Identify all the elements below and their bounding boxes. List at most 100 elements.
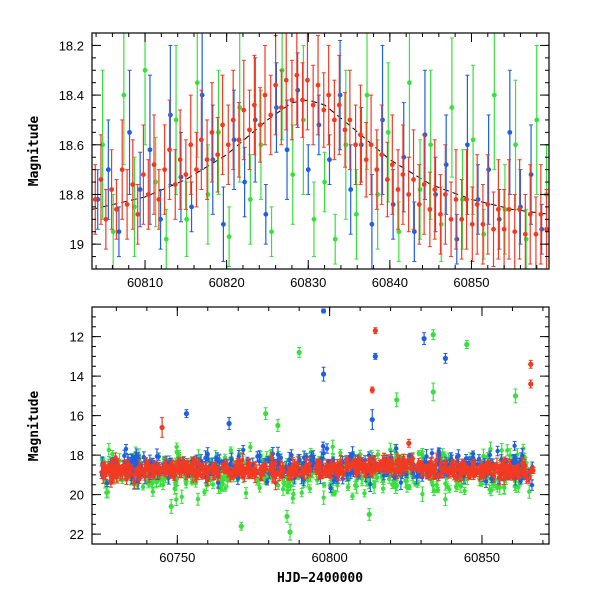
green-point <box>375 139 381 250</box>
blue-point <box>301 450 307 465</box>
red-point <box>258 465 264 481</box>
zoomed-light-curve-panel: 60810 60820 60830 60840 60850 18.2 18.4 18.6 18.… <box>27 32 550 290</box>
green-point <box>285 480 291 491</box>
red-point <box>215 116 221 193</box>
red-point <box>109 463 114 475</box>
y-tick-label: 18.4 <box>59 88 84 103</box>
green-outlier-point <box>430 382 436 402</box>
blue-point <box>316 94 322 156</box>
red-point <box>216 472 221 479</box>
zoomed-plot-frame <box>91 32 550 270</box>
red-point <box>230 472 235 481</box>
red-point <box>247 89 252 171</box>
red-point <box>347 69 353 171</box>
red-point <box>263 463 268 470</box>
blue-point <box>390 169 396 240</box>
blue-point <box>518 169 523 245</box>
blue-point <box>328 483 333 493</box>
red-point <box>268 74 274 156</box>
green-point <box>226 206 232 268</box>
red-point <box>287 466 293 473</box>
red-point <box>544 189 549 269</box>
red-point <box>190 456 195 471</box>
red-point <box>295 456 300 472</box>
green-point <box>396 201 402 263</box>
red-point <box>397 462 403 477</box>
green-point <box>354 169 359 260</box>
green-point <box>444 483 450 490</box>
y-tick-label: 18.6 <box>59 138 84 153</box>
blue-point <box>220 186 226 263</box>
green-point <box>299 488 304 498</box>
red-point <box>451 461 456 477</box>
red-point <box>220 462 225 473</box>
red-point <box>443 459 448 466</box>
red-point <box>135 184 141 245</box>
green-point <box>150 487 156 497</box>
red-point <box>132 476 137 490</box>
red-point <box>336 468 342 482</box>
blue-point <box>156 452 161 461</box>
red-point <box>269 452 274 464</box>
blue-point <box>210 104 216 215</box>
red-point <box>363 463 368 479</box>
red-point <box>289 59 295 141</box>
red-point <box>205 474 210 486</box>
red-point <box>379 104 385 205</box>
red-point <box>167 99 172 200</box>
red-point <box>527 472 532 484</box>
blue-outlier-point <box>372 352 378 360</box>
red-point <box>158 467 163 477</box>
red-point <box>342 92 348 168</box>
red-point <box>294 33 300 126</box>
red-point <box>533 196 539 269</box>
red-point <box>262 44 268 146</box>
red-point <box>197 461 202 473</box>
blue-point <box>429 448 435 458</box>
red-point <box>368 94 374 195</box>
red-point <box>366 457 371 474</box>
red-point <box>188 94 194 195</box>
green-point <box>140 483 146 491</box>
red-point <box>410 457 416 470</box>
red-point <box>192 464 198 478</box>
green-point <box>184 181 190 258</box>
red-point <box>485 461 490 476</box>
blue-point <box>137 151 143 228</box>
y-tick-label: 18 <box>70 448 84 463</box>
red-point <box>172 470 177 481</box>
red-point <box>538 164 544 265</box>
green-point <box>389 479 395 489</box>
green-point <box>163 208 169 269</box>
green-point <box>404 481 410 493</box>
zoomed-axis-ticks: 60810 60820 60830 60840 60850 18.2 18.4 18.6 18.… <box>59 32 549 290</box>
red-point <box>501 189 507 269</box>
blue-outlier-point <box>320 366 327 382</box>
red-point <box>310 64 316 146</box>
x-tick-label: 60820 <box>209 275 245 290</box>
blue-point <box>495 445 500 457</box>
green-point <box>470 64 476 215</box>
red-point <box>152 460 158 474</box>
blue-point <box>486 114 492 225</box>
red-series <box>92 33 549 269</box>
red-point <box>432 473 437 481</box>
blue-point <box>255 451 260 462</box>
blue-point <box>539 203 545 255</box>
green-point <box>371 479 377 494</box>
green-point <box>435 486 441 494</box>
red-point <box>300 62 305 138</box>
green-point <box>443 492 448 507</box>
red-point <box>245 465 251 476</box>
x-tick-label: 60750 <box>159 550 195 565</box>
red-point <box>241 59 247 161</box>
blue-point <box>380 44 385 195</box>
red-point <box>163 469 169 478</box>
red-point <box>273 459 278 468</box>
red-point <box>114 179 119 240</box>
red-point <box>220 74 225 176</box>
x-tick-label: 60800 <box>312 550 348 565</box>
blue-point <box>127 69 132 195</box>
red-point <box>331 79 337 161</box>
red-point <box>416 164 422 245</box>
